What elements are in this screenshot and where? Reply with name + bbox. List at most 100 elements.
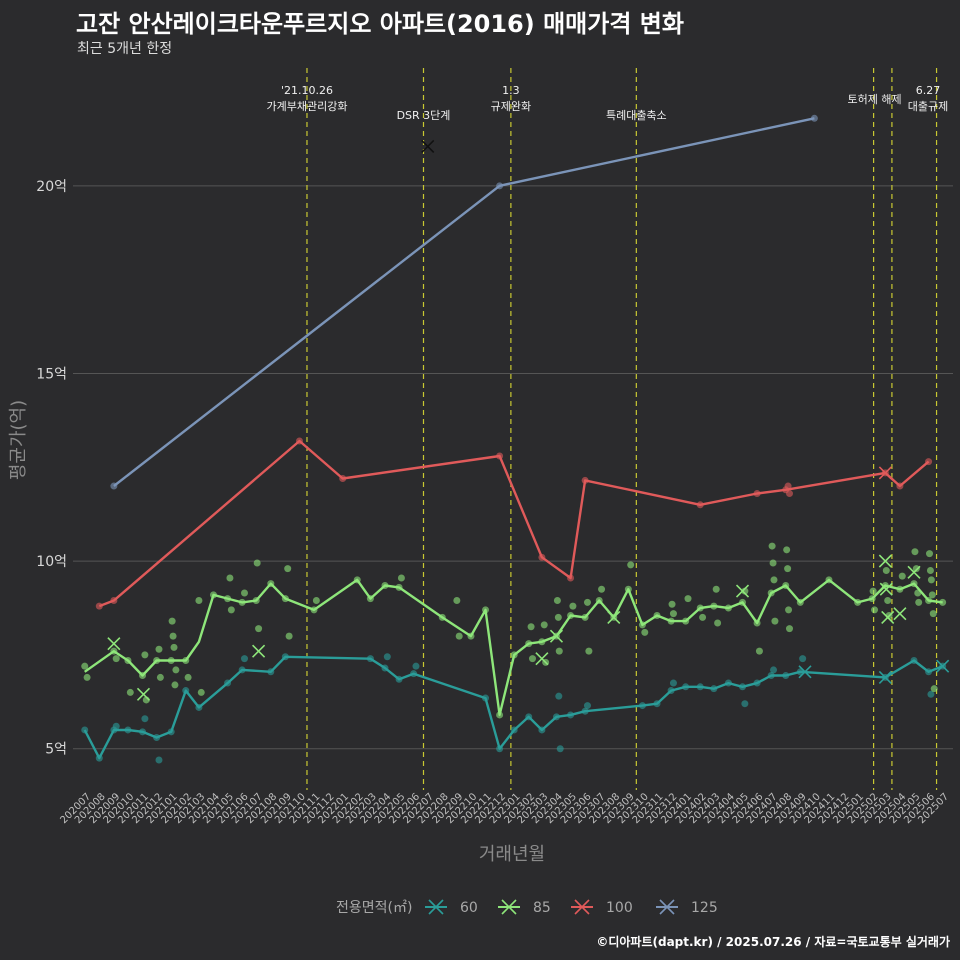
data-point <box>669 610 677 618</box>
grid-lines <box>73 185 953 750</box>
data-point <box>453 596 461 604</box>
data-point <box>869 587 877 595</box>
cross-marker <box>421 139 435 153</box>
series-125 <box>110 114 818 490</box>
data-point <box>769 559 777 567</box>
data-point <box>412 662 420 670</box>
data-point <box>784 482 792 490</box>
data-point <box>912 565 920 573</box>
data-point <box>553 596 561 604</box>
data-point <box>527 623 535 631</box>
legend-item-100: 100 <box>571 899 633 916</box>
data-point <box>785 490 793 498</box>
data-point <box>926 566 934 574</box>
series-line <box>98 439 930 608</box>
data-point <box>141 651 149 659</box>
legend-cross <box>659 899 675 915</box>
data-point <box>684 595 692 603</box>
data-point <box>555 692 563 700</box>
data-point <box>112 655 120 663</box>
data-point <box>312 596 320 604</box>
data-point <box>884 596 892 604</box>
cross-marker <box>879 582 893 596</box>
data-point <box>172 666 180 674</box>
cross-marker <box>735 584 750 598</box>
data-point <box>240 655 248 663</box>
source-credit: ©디아파트(dapt.kr) / 2025.07.26 / 자료=국토교통부 실… <box>596 935 950 949</box>
legend-label: 125 <box>691 900 718 916</box>
y-tick-label: 5억 <box>45 742 67 758</box>
data-point <box>170 643 178 651</box>
event-label: 특례대출축소 <box>606 109 667 122</box>
data-point <box>171 681 179 689</box>
data-point <box>126 688 134 696</box>
data-point <box>929 610 937 618</box>
data-point <box>927 576 935 584</box>
legend-title: 전용면적(㎡) <box>336 900 412 916</box>
data-point <box>569 602 577 610</box>
series-100 <box>95 437 933 610</box>
data-point <box>197 688 205 696</box>
cross-marker <box>878 466 892 480</box>
data-point <box>882 566 890 574</box>
cross-marker <box>535 652 549 666</box>
data-point <box>81 662 89 670</box>
event-label: 6.27 대출규제 <box>908 84 948 113</box>
data-point <box>112 722 120 730</box>
data-point <box>799 655 807 663</box>
data-point <box>785 606 793 614</box>
y-axis-label: 평균가(억) <box>8 400 29 480</box>
data-point <box>770 576 778 584</box>
cross-marker <box>878 554 892 568</box>
data-point <box>785 625 793 633</box>
data-point <box>784 565 792 573</box>
legend-item-125: 125 <box>656 899 718 916</box>
data-point <box>911 548 919 556</box>
data-point <box>741 700 749 708</box>
data-point <box>770 666 778 674</box>
cross-marker <box>878 670 892 684</box>
data-point <box>926 550 934 558</box>
series-line <box>113 117 815 487</box>
data-point <box>928 591 936 599</box>
y-tick-label: 10억 <box>36 554 67 570</box>
chart-subtitle: 최근 5개년 한정 <box>77 41 173 57</box>
event-label: '21.10.26 가계부채관리강화 <box>266 84 347 113</box>
y-tick-label: 15억 <box>36 366 67 382</box>
cross-marker <box>936 659 950 673</box>
series-line <box>83 655 944 760</box>
data-point <box>930 685 938 693</box>
y-tick-label: 20억 <box>36 179 67 195</box>
data-point <box>195 596 203 604</box>
data-point <box>741 587 749 595</box>
legend-cross <box>574 899 590 915</box>
x-axis-ticks: 2020072020082020092020102020112020122021… <box>58 791 951 826</box>
data-point <box>627 561 635 569</box>
data-point <box>141 715 149 723</box>
event-label: 1.3 규제완화 <box>491 84 531 113</box>
cross-marker <box>549 629 564 643</box>
data-point <box>227 606 235 614</box>
cross-marker <box>881 610 895 624</box>
data-point <box>699 613 707 621</box>
data-point <box>255 625 263 633</box>
data-point <box>871 606 879 614</box>
cross-marker <box>252 644 266 658</box>
chart-title: 고잔 안산레이크타운푸르지오 아파트(2016) 매매가격 변화 <box>76 10 684 38</box>
data-point <box>397 574 405 582</box>
data-point <box>555 647 563 655</box>
legend-label: 100 <box>606 900 633 916</box>
event-label: 토허제 해제 <box>848 92 902 106</box>
legend-cross <box>428 899 444 915</box>
data-point <box>641 628 649 636</box>
x-axis-label: 거래년월 <box>479 844 545 865</box>
series-60 <box>81 653 950 764</box>
data-point <box>669 679 677 687</box>
data-point <box>585 647 593 655</box>
data-point <box>155 645 163 653</box>
series-85 <box>81 542 947 719</box>
data-point <box>226 574 234 582</box>
data-point <box>156 673 164 681</box>
